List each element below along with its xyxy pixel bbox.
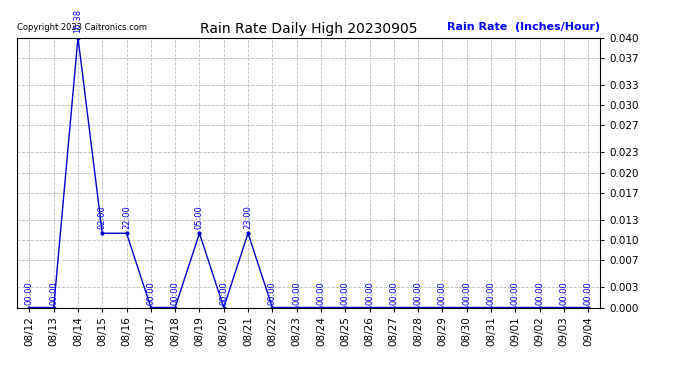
Text: 00:00: 00:00	[341, 281, 350, 305]
Text: 22:00: 22:00	[122, 206, 131, 229]
Text: 05:00: 05:00	[195, 206, 204, 229]
Text: 00:00: 00:00	[413, 281, 422, 305]
Text: 00:00: 00:00	[560, 281, 569, 305]
Text: Rain Rate  (Inches/Hour): Rain Rate (Inches/Hour)	[447, 22, 600, 32]
Title: Rain Rate Daily High 20230905: Rain Rate Daily High 20230905	[200, 22, 417, 36]
Text: 00:00: 00:00	[219, 281, 228, 305]
Text: 00:00: 00:00	[389, 281, 398, 305]
Text: 00:00: 00:00	[584, 281, 593, 305]
Text: 23:00: 23:00	[244, 205, 253, 229]
Text: 00:00: 00:00	[146, 281, 155, 305]
Text: 00:00: 00:00	[170, 281, 179, 305]
Text: 00:00: 00:00	[25, 281, 34, 305]
Text: 00:00: 00:00	[438, 281, 447, 305]
Text: 00:00: 00:00	[511, 281, 520, 305]
Text: 00:00: 00:00	[535, 281, 544, 305]
Text: 00:00: 00:00	[365, 281, 374, 305]
Text: 02:00: 02:00	[98, 206, 107, 229]
Text: Copyright 2023 Caitronics.com: Copyright 2023 Caitronics.com	[17, 23, 147, 32]
Text: 00:00: 00:00	[268, 281, 277, 305]
Text: 16:38: 16:38	[73, 9, 83, 33]
Text: 00:00: 00:00	[462, 281, 471, 305]
Text: 00:00: 00:00	[317, 281, 326, 305]
Text: 00:00: 00:00	[486, 281, 495, 305]
Text: 00:00: 00:00	[49, 281, 58, 305]
Text: 00:00: 00:00	[292, 281, 301, 305]
